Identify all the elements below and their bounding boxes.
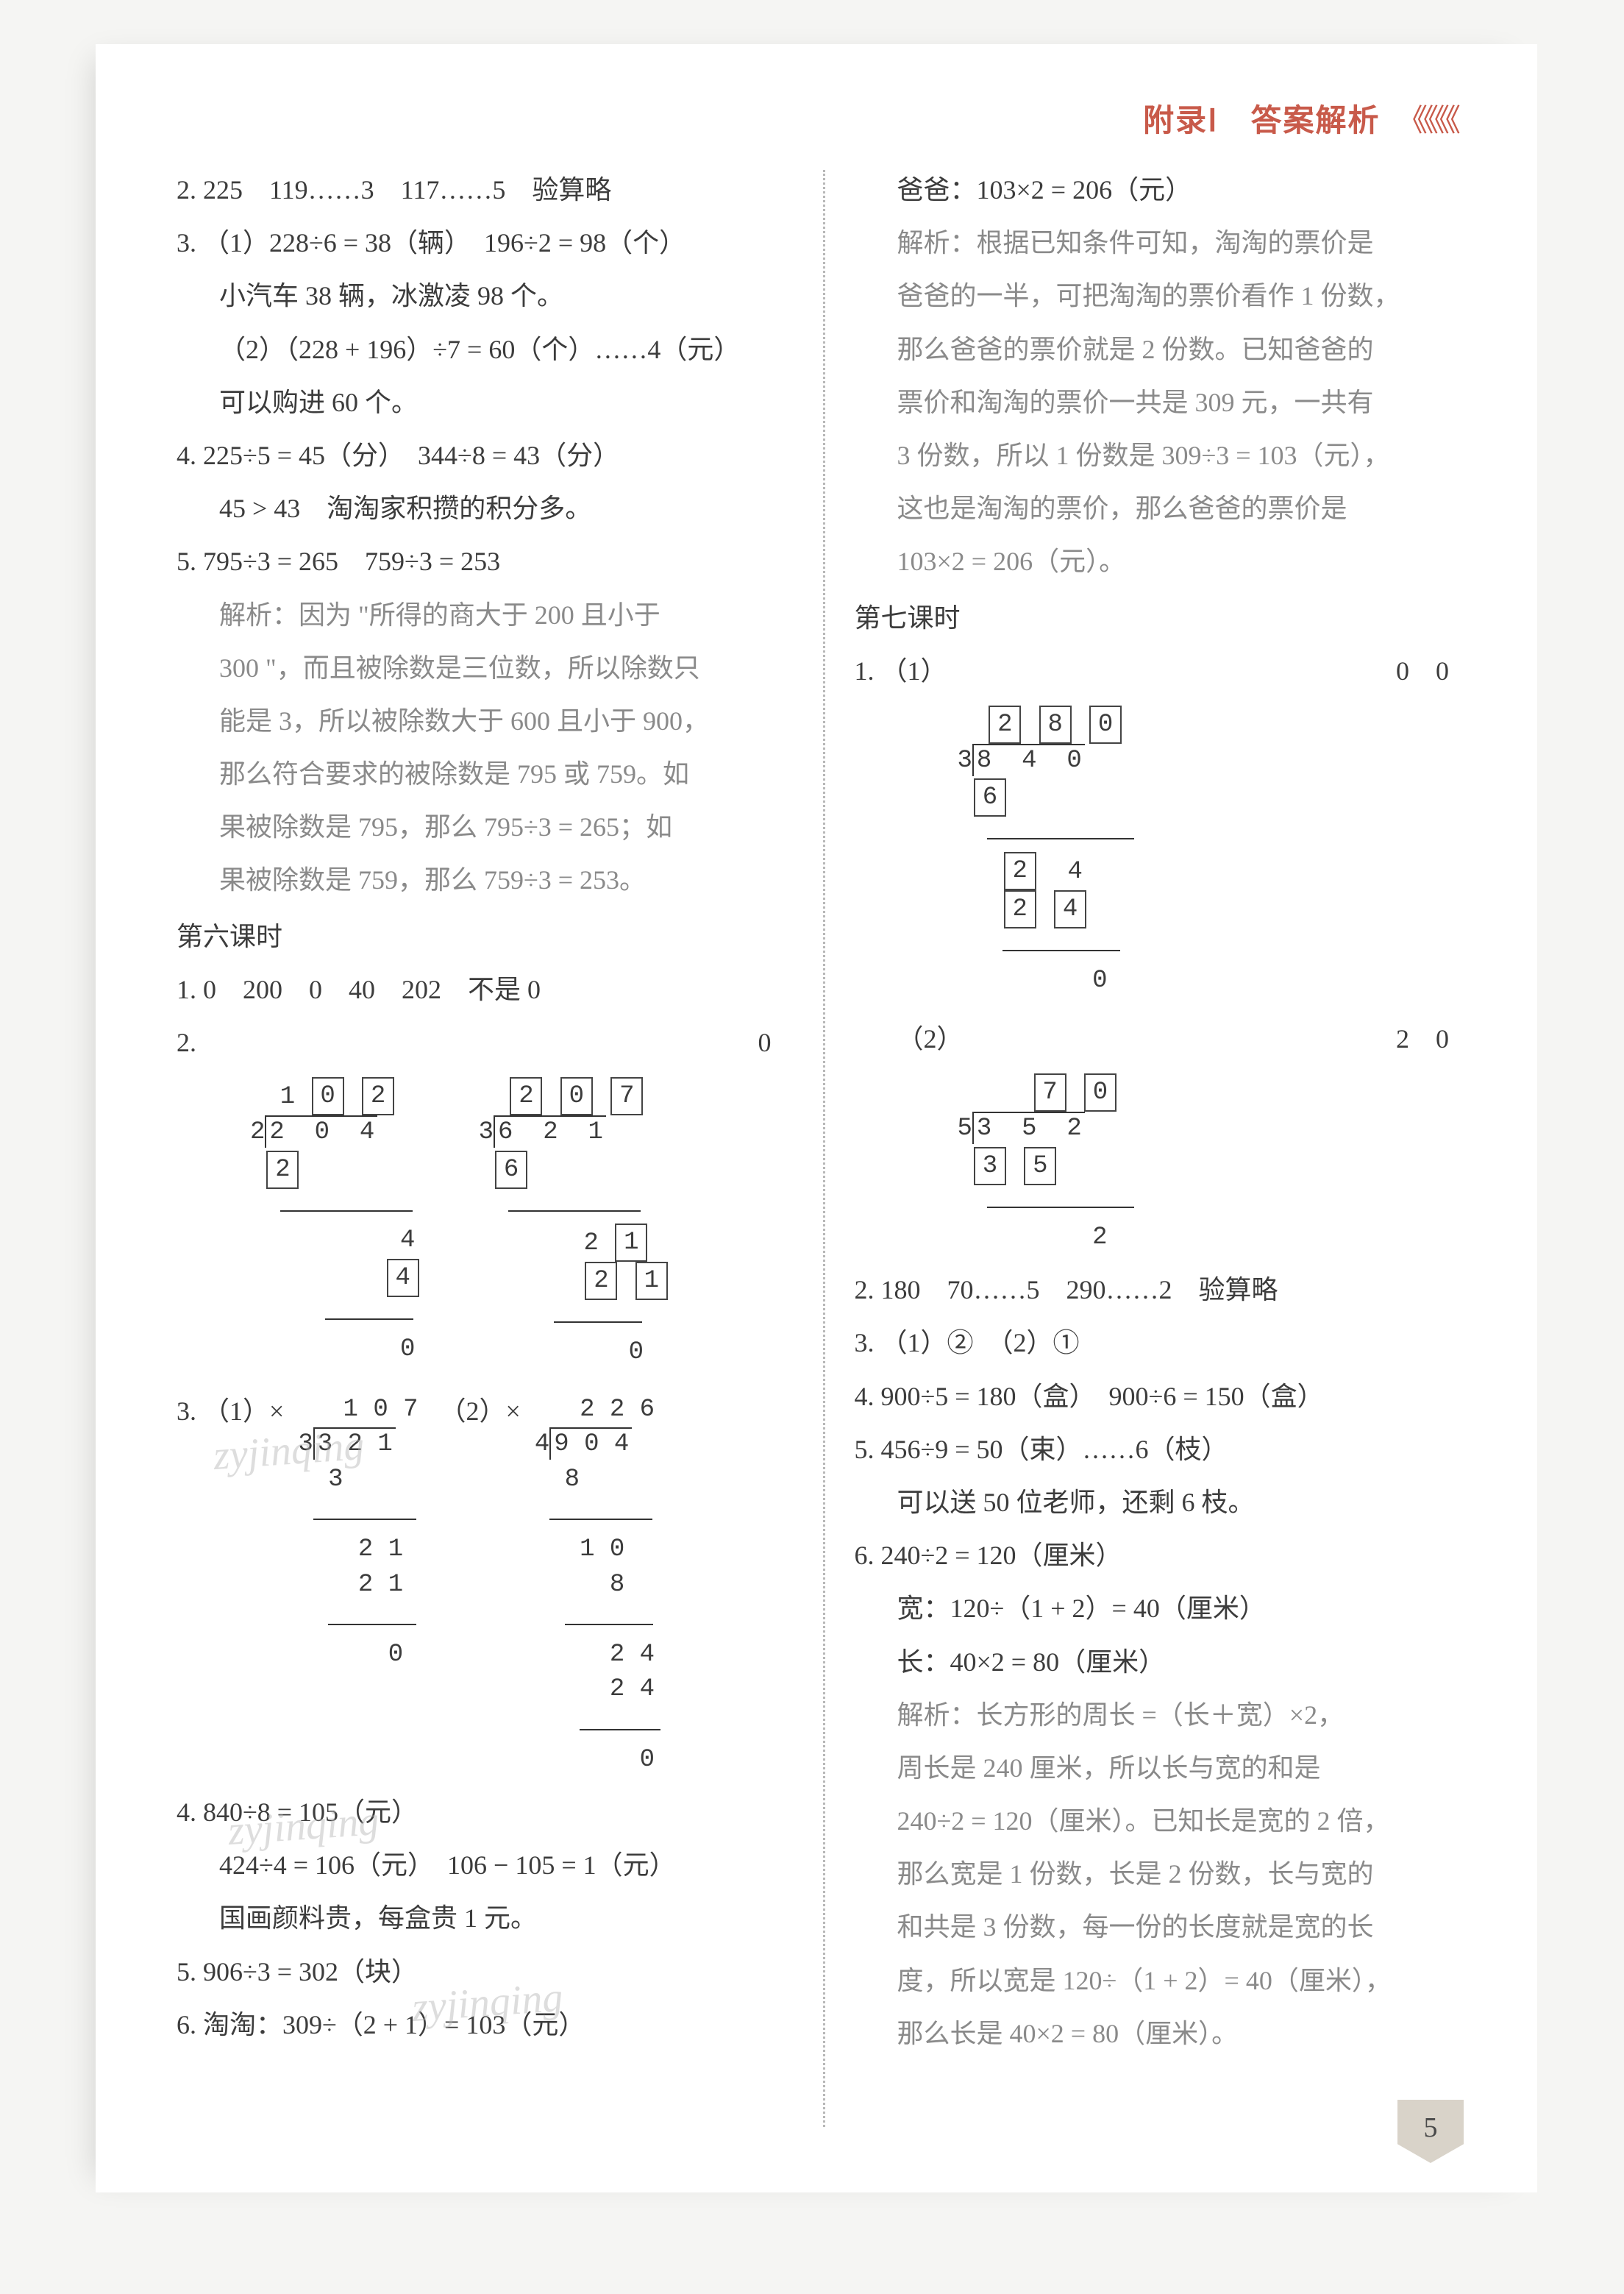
text-line: （2）（228 + 196）÷7 = 60（个）……4（元） — [177, 324, 794, 375]
analysis-line: 能是 3，所以被除数大于 600 且小于 900， — [177, 695, 794, 747]
page: 附录Ⅰ 答案解析 《《《《 2. 225 119……3 117……5 验算略 3… — [96, 44, 1537, 2192]
analysis-line: 那么长是 40×2 = 80（厘米）。 — [855, 2008, 1472, 2059]
text-line: 4. 225÷5 = 45（分） 344÷8 = 43（分） — [177, 430, 794, 481]
longdiv-group: 1 0 2 22 0 4 2 4 4 0 2 0 7 36 2 1 6 — [177, 1070, 794, 1377]
analysis-line: 和共是 3 份数，每一份的长度就是宽的长 — [855, 1901, 1472, 1953]
long-division: 2 0 7 36 2 1 6 2 1 2 1 0 — [479, 1077, 669, 1370]
page-number: 5 — [1397, 2100, 1464, 2163]
problem-1-2: （2） 2 0 — [855, 1013, 1472, 1065]
long-division: 7 0 53 5 2 3 5 2 — [958, 1073, 1135, 1255]
column-divider — [823, 170, 825, 2127]
analysis-line: 周长是 240 厘米，所以长与宽的和是 — [855, 1742, 1472, 1794]
header-arrows: 《《《《 — [1397, 104, 1456, 138]
analysis-line: 爸爸的一半，可把淘淘的票价看作 1 份数， — [855, 270, 1472, 322]
section-title: 第七课时 — [855, 592, 1472, 644]
problem-3: 3. （1）× 1 0 7 33 2 1 3 2 1 2 1 0 （2）× 2 … — [177, 1385, 794, 1786]
long-division: 1 0 2 22 0 4 2 4 4 0 — [250, 1077, 421, 1367]
text-line: 国画颜料贵，每盒贵 1 元。 — [177, 1892, 794, 1944]
analysis-line: 那么爸爸的票价就是 2 份数。已知爸爸的 — [855, 324, 1472, 375]
text-line: 4. 840÷8 = 105（元） — [177, 1786, 794, 1838]
long-division: 2 2 6 49 0 4 8 1 0 8 2 4 2 4 0 — [535, 1393, 660, 1778]
label: （2）× — [440, 1396, 521, 1426]
text-line: 6. 淘淘：309÷（2 + 1）= 103（元） — [177, 1999, 794, 2050]
analysis-line: 果被除数是 759，那么 759÷3 = 253。 — [177, 854, 794, 906]
problem-2: 2. 0 — [177, 1017, 794, 1068]
problem-1-1: 1. （1） 0 0 — [855, 645, 1472, 697]
analysis-line: 票价和淘淘的票价一共是 309 元，一共有 — [855, 377, 1472, 428]
text-line: 3. （1）228÷6 = 38（辆） 196÷2 = 98（个） — [177, 217, 794, 269]
float-answer: 0 — [758, 1017, 772, 1068]
text-line: 爸爸：103×2 = 206（元） — [855, 164, 1472, 216]
label: 3. （1）× — [177, 1396, 284, 1426]
text-line: 5. 456÷9 = 50（束）……6（枝） — [855, 1424, 1472, 1475]
text-line: 45 > 43 淘淘家积攒的积分多。 — [177, 483, 794, 534]
analysis-line: 解析：根据已知条件可知，淘淘的票价是 — [855, 217, 1472, 269]
text-line: 5. 906÷3 = 302（块） — [177, 1946, 794, 1998]
text-line: 可以送 50 位老师，还剩 6 枝。 — [855, 1477, 1472, 1528]
analysis-line: 那么符合要求的被除数是 795 或 759。如 — [177, 748, 794, 800]
analysis-line: 解析：因为 "所得的商大于 200 且小于 — [177, 589, 794, 641]
float-answer: 2 0 — [1396, 1013, 1449, 1065]
text-line: 长：40×2 = 80（厘米） — [855, 1636, 1472, 1688]
analysis-line: 240÷2 = 120（厘米）。已知长是宽的 2 倍， — [855, 1795, 1472, 1847]
analysis-line: 这也是淘淘的票价，那么爸爸的票价是 — [855, 483, 1472, 534]
page-header: 附录Ⅰ 答案解析 《《《《 — [177, 96, 1471, 141]
text-line: 5. 795÷3 = 265 759÷3 = 253 — [177, 536, 794, 587]
text-line: 3. （1）② （2）① — [855, 1317, 1472, 1368]
long-division: 1 0 7 33 2 1 3 2 1 2 1 0 — [298, 1393, 418, 1673]
text-line: 可以购进 60 个。 — [177, 377, 794, 428]
analysis-line: 3 份数，所以 1 份数是 309÷3 = 103（元）， — [855, 430, 1472, 481]
text-line: 2. 225 119……3 117……5 验算略 — [177, 164, 794, 216]
analysis-line: 103×2 = 206（元）。 — [855, 536, 1472, 587]
content-columns: 2. 225 119……3 117……5 验算略 3. （1）228÷6 = 3… — [177, 163, 1471, 2134]
label: 2. — [177, 1028, 196, 1057]
analysis-line: 那么宽是 1 份数，长是 2 份数，长与宽的 — [855, 1848, 1472, 1900]
long-division: 2 8 0 38 4 0 6 2 4 2 4 0 — [958, 706, 1135, 998]
analysis-line: 果被除数是 795，那么 795÷3 = 265；如 — [177, 801, 794, 853]
text-line: 宽：120÷（1 + 2）= 40（厘米） — [855, 1583, 1472, 1634]
label: 1. （1） — [855, 656, 947, 686]
analysis-line: 度，所以宽是 120÷（1 + 2）= 40（厘米）， — [855, 1955, 1472, 2006]
header-title: 附录Ⅰ 答案解析 — [1143, 104, 1380, 138]
section-title: 第六课时 — [177, 911, 794, 962]
text-line: 6. 240÷2 = 120（厘米） — [855, 1530, 1472, 1581]
float-answer: 0 0 — [1396, 645, 1449, 697]
analysis-line: 300 "，而且被除数是三位数，所以除数只 — [177, 642, 794, 694]
text-line: 4. 900÷5 = 180（盒） 900÷6 = 150（盒） — [855, 1371, 1472, 1422]
right-column: 爸爸：103×2 = 206（元） 解析：根据已知条件可知，淘淘的票价是 爸爸的… — [855, 163, 1472, 2134]
text-line: 1. 0 200 0 40 202 不是 0 — [177, 964, 794, 1015]
analysis-line: 解析：长方形的周长 =（长＋宽）×2， — [855, 1689, 1472, 1741]
text-line: 小汽车 38 辆，冰激凌 98 个。 — [177, 270, 794, 322]
text-line: 424÷4 = 106（元） 106 − 105 = 1（元） — [177, 1839, 794, 1891]
label: （2） — [897, 1024, 964, 1054]
text-line: 2. 180 70……5 290……2 验算略 — [855, 1264, 1472, 1315]
left-column: 2. 225 119……3 117……5 验算略 3. （1）228÷6 = 3… — [177, 163, 794, 2134]
